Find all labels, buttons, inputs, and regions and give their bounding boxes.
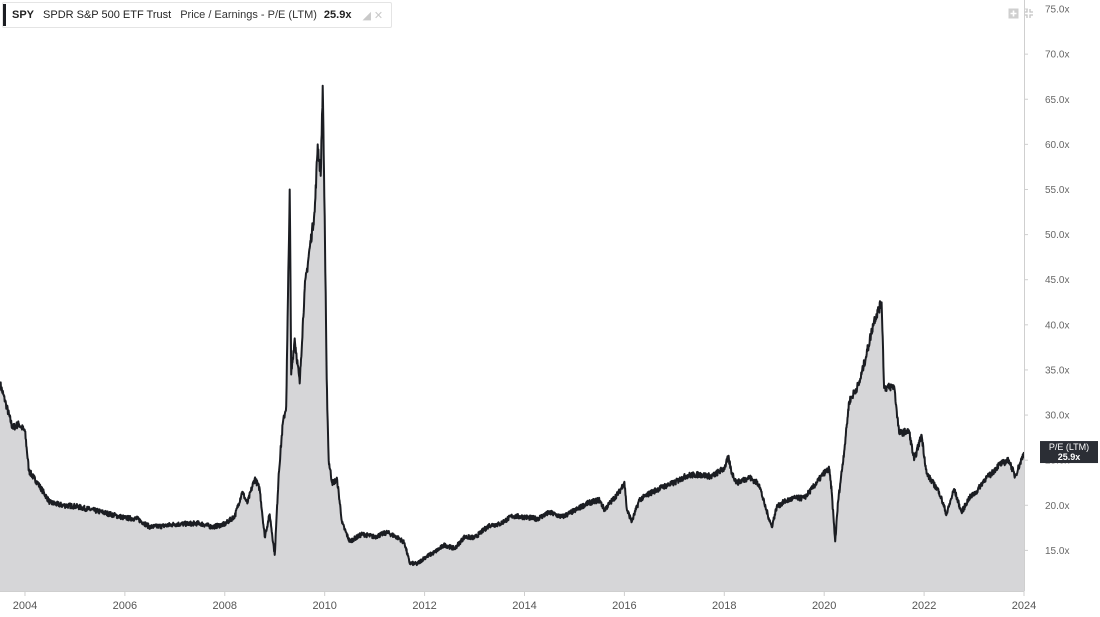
y-tick-label: 30.0x	[1045, 411, 1069, 422]
x-tick-label: 2022	[912, 600, 936, 612]
y-tick-label: 60.0x	[1045, 140, 1069, 151]
y-tick-label: 75.0x	[1045, 5, 1069, 16]
y-tick-label: 40.0x	[1045, 320, 1069, 331]
x-tick-label: 2006	[113, 600, 137, 612]
series-line	[0, 84, 1025, 567]
legend-ticker: SPY	[12, 9, 35, 21]
badge-value: 25.9x	[1058, 452, 1081, 462]
x-tick-label: 2012	[412, 600, 436, 612]
x-tick-label: 2008	[213, 600, 237, 612]
y-tick-label: 15.0x	[1045, 546, 1069, 557]
series-legend: SPY SPDR S&P 500 ETF Trust Price / Earni…	[2, 2, 393, 28]
legend-value: 25.9x	[323, 9, 352, 21]
x-tick-label: 2004	[13, 600, 37, 612]
series-color-swatch	[3, 4, 6, 26]
series-area	[0, 85, 1024, 591]
close-icon[interactable]: ✕	[373, 9, 384, 22]
badge-label: P/E (LTM)	[1049, 442, 1089, 452]
x-tick-label: 2014	[512, 600, 536, 612]
y-tick-label: 65.0x	[1045, 95, 1069, 106]
y-tick-label: 20.0x	[1045, 501, 1069, 512]
x-tick-label: 2024	[1012, 600, 1036, 612]
x-tick-label: 2016	[612, 600, 636, 612]
y-tick-label: 45.0x	[1045, 275, 1069, 286]
legend-security-name: SPDR S&P 500 ETF Trust	[43, 9, 172, 21]
y-tick-label: 50.0x	[1045, 230, 1069, 241]
y-tick-label: 35.0x	[1045, 365, 1069, 376]
paint-bucket-icon[interactable]: ◢	[362, 9, 371, 22]
last-value-badge	[1040, 441, 1098, 464]
x-tick-label: 2010	[312, 600, 336, 612]
collapse-icon[interactable]	[1022, 7, 1034, 19]
y-tick-label: 70.0x	[1045, 50, 1069, 61]
add-icon[interactable]	[1007, 7, 1019, 19]
x-tick-label: 2018	[712, 600, 736, 612]
legend-metric: Price / Earnings - P/E (LTM)	[180, 9, 317, 21]
y-tick-label: 55.0x	[1045, 185, 1069, 196]
x-tick-label: 2020	[812, 600, 836, 612]
